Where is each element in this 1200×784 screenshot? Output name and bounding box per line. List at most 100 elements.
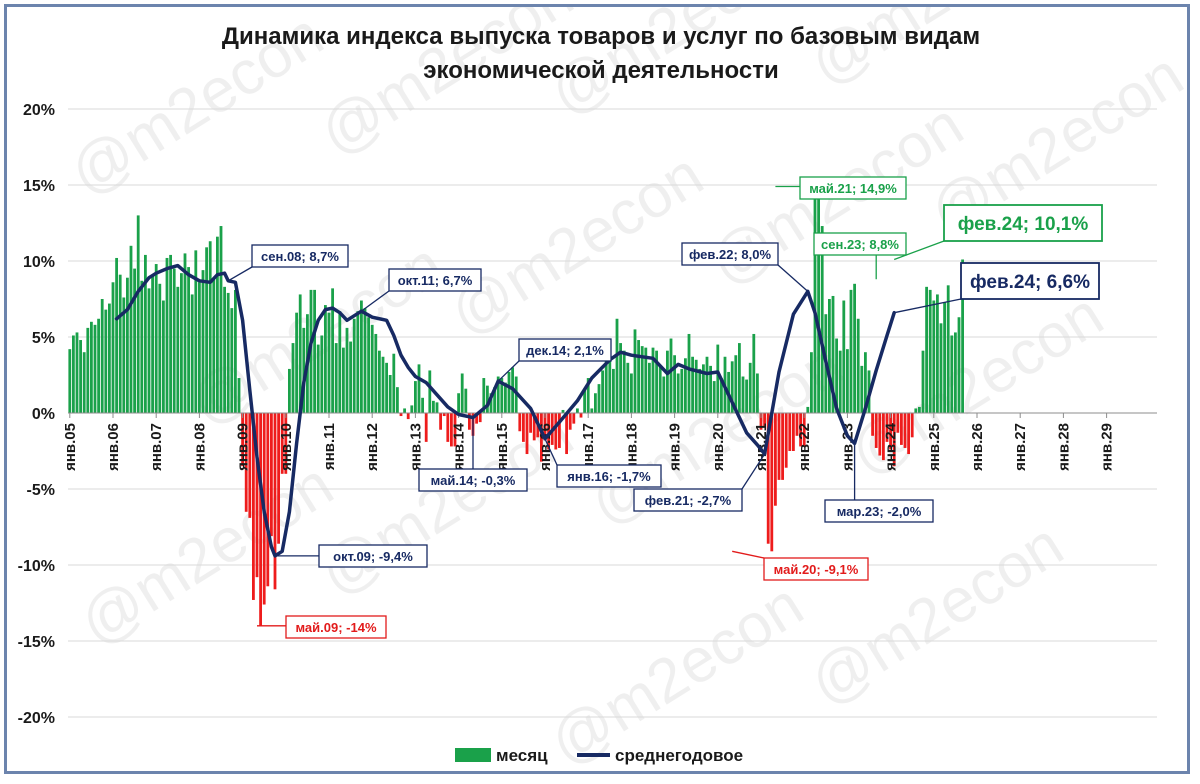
bar-56: [270, 413, 273, 537]
bar-173: [691, 356, 694, 413]
annotation-box-1: [285, 615, 387, 639]
bar-103: [439, 413, 442, 430]
bar-51: [252, 413, 255, 600]
bar-62: [291, 343, 295, 413]
annotation-label-11: сен.23; 8,8%: [821, 237, 899, 252]
x-tick-label-0: янв.05: [62, 423, 79, 471]
x-tick-label-4: янв.09: [235, 423, 252, 471]
bar-4: [82, 352, 86, 413]
bar-63: [295, 312, 298, 413]
bar-38: [205, 247, 208, 413]
y-tick-label-6: -10%: [18, 558, 55, 575]
bar-79: [352, 318, 356, 413]
bar-92: [399, 413, 403, 417]
bar-5: [86, 327, 90, 413]
bar-149: [604, 359, 608, 413]
bar-244: [946, 285, 950, 413]
gridlines: [68, 108, 1157, 718]
x-tick-label-8: янв.13: [407, 423, 424, 471]
y-tick-label-0: 20%: [23, 102, 55, 119]
y-tick-label-7: -15%: [18, 634, 55, 651]
bar-14: [118, 274, 122, 413]
bar-34: [190, 294, 194, 413]
chart-title-line-1: Динамика индекса выпуска товаров и услуг…: [222, 23, 980, 50]
x-tick-label-9: янв.14: [451, 422, 468, 471]
bar-71: [324, 305, 327, 413]
bar-167: [669, 338, 673, 413]
bar-135: [554, 413, 558, 450]
bar-138: [565, 413, 568, 455]
bar-240: [932, 300, 936, 413]
bar-16: [126, 277, 129, 413]
bar-9: [100, 299, 104, 413]
bar-125: [518, 413, 522, 432]
bar-19: [136, 215, 140, 413]
bar-145: [590, 408, 594, 413]
bar-204: [802, 413, 806, 447]
bar-190: [752, 333, 756, 413]
bar-184: [730, 361, 734, 413]
bar-218: [853, 283, 856, 413]
bar-153: [619, 343, 622, 413]
bar-212: [831, 295, 835, 413]
bar-84: [370, 324, 374, 413]
bar-195: [770, 413, 774, 552]
bar-162: [651, 347, 655, 413]
bar-225: [878, 413, 882, 456]
bar-230: [896, 413, 900, 433]
bar-166: [666, 350, 669, 413]
bar-118: [493, 387, 496, 413]
annotation-box-3: [388, 268, 482, 292]
annotation-label-5: май.14; -0,3%: [431, 473, 516, 488]
chart-frame: @m2econ @m2econ @m2econ @m2econ @m2econ @m2ec…: [4, 4, 1193, 777]
bar-39: [208, 241, 212, 413]
bar-234: [910, 413, 914, 438]
annotation-box-14: [960, 262, 1100, 300]
bar-77: [345, 327, 349, 413]
bar-150: [608, 346, 612, 413]
x-tick-label-24: янв.29: [1099, 423, 1116, 471]
bar-8: [97, 318, 100, 413]
bar-45: [230, 308, 234, 413]
bar-74: [334, 343, 338, 413]
bar-168: [673, 355, 676, 413]
monthly-bars: [68, 191, 964, 626]
bar-178: [709, 365, 712, 413]
bar-53: [259, 413, 262, 626]
bar-29: [172, 268, 176, 413]
bar-141: [576, 408, 579, 413]
annotation-box-11: [813, 232, 907, 256]
bar-160: [644, 347, 648, 413]
bar-242: [939, 323, 943, 413]
x-tick-label-21: янв.26: [969, 423, 986, 471]
bar-126: [522, 413, 525, 442]
bar-180: [716, 344, 720, 413]
bar-114: [478, 413, 482, 423]
annotations: сен.08; 8,7% май.09; -14% окт.09; -9,4% окт…: [227, 176, 1103, 639]
bar-181: [720, 378, 723, 413]
bar-191: [756, 373, 759, 413]
bar-119: [496, 376, 500, 413]
bar-175: [698, 368, 702, 413]
bar-46: [234, 289, 237, 413]
bar-82: [363, 308, 367, 413]
chart-title-line-2: экономической деятельности: [423, 57, 778, 84]
x-tick-label-14: янв.19: [667, 423, 684, 471]
bar-28: [169, 254, 172, 413]
bar-247: [957, 317, 961, 413]
annotation-box-0: [251, 244, 349, 268]
bar-121: [504, 382, 507, 413]
chart-svg: @m2econ@m2econ@m2econ@m2econ@m2econ@m2ec…: [18, 7, 1193, 777]
bar-221: [864, 352, 867, 413]
bar-211: [828, 299, 831, 413]
bar-216: [846, 349, 849, 413]
bar-248: [961, 259, 964, 413]
bar-187: [741, 376, 745, 413]
bar-205: [806, 406, 810, 413]
bar-214: [838, 350, 842, 413]
bar-203: [799, 413, 802, 447]
bar-192: [759, 413, 763, 430]
bar-52: [255, 413, 259, 578]
bar-12: [111, 282, 115, 413]
bar-140: [572, 413, 576, 424]
